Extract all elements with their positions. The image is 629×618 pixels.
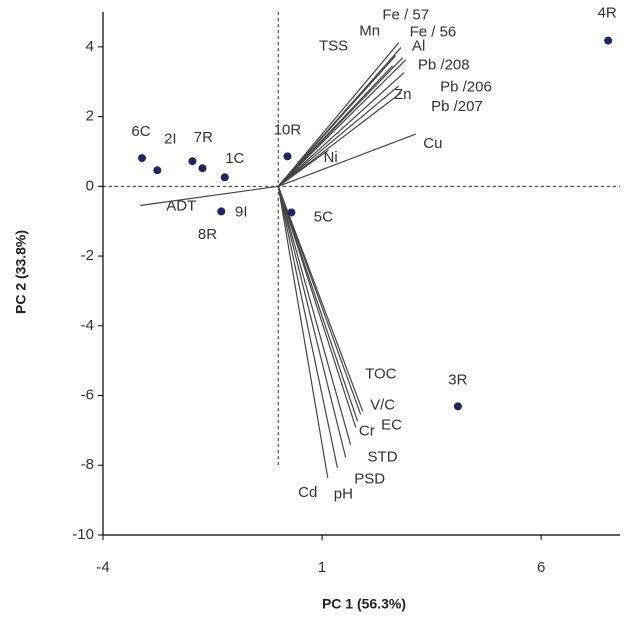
loading-vector	[277, 149, 329, 187]
loading-vector	[277, 186, 352, 445]
x-tick-label: 6	[537, 559, 545, 576]
x-tick-label: -4	[96, 559, 109, 576]
point-label: 6C	[131, 123, 150, 140]
loading-label: Pb /207	[431, 98, 483, 115]
loading-label: V/C	[370, 396, 395, 413]
loading-label: EC	[381, 416, 402, 433]
loading-label: Cd	[298, 484, 317, 501]
loading-label: Cu	[423, 135, 442, 152]
score-point	[198, 164, 207, 173]
score-point	[153, 166, 162, 175]
loading-vector	[277, 186, 362, 415]
score-point	[287, 208, 296, 217]
y-tick-label: -4	[81, 317, 94, 334]
score-point	[217, 207, 226, 216]
loading-label: TSS	[319, 38, 348, 55]
loading-vector	[140, 185, 279, 207]
loading-label: STD	[368, 449, 398, 466]
loading-vector	[277, 59, 407, 187]
score-point	[137, 154, 146, 163]
point-label: 9I	[235, 203, 248, 220]
y-axis-title: PC 2 (33.8%)	[13, 230, 29, 314]
loading-label: Cr	[359, 423, 375, 440]
score-point	[453, 402, 462, 411]
point-label: 8R	[198, 226, 217, 243]
y-tick-label: -6	[81, 387, 94, 404]
score-point	[188, 157, 197, 166]
y-tick-label: -10	[72, 526, 94, 543]
loading-vector	[277, 186, 329, 478]
loading-label: PSD	[354, 471, 385, 488]
loading-vector	[277, 42, 400, 187]
y-tick-label: -8	[81, 456, 94, 473]
loading-vector	[277, 186, 338, 468]
loading-label: TOC	[365, 366, 397, 383]
point-label: 3R	[448, 371, 467, 388]
loading-label: ADT	[166, 197, 196, 214]
point-label: 10R	[274, 121, 302, 138]
loading-label: Mn	[359, 23, 380, 40]
loading-label: pH	[334, 486, 353, 503]
score-point	[220, 173, 229, 182]
point-label: 5C	[314, 208, 333, 225]
loading-label: Al	[412, 38, 425, 55]
loading-label: Ni	[324, 149, 338, 166]
point-label: 4R	[598, 5, 617, 22]
loading-vector	[277, 65, 394, 187]
loading-label: Pb /208	[418, 57, 470, 74]
point-label: 1C	[225, 150, 244, 167]
point-label: 7R	[194, 129, 213, 146]
loading-label: Fe / 56	[410, 24, 457, 41]
loading-vector	[277, 186, 357, 428]
loading-label: Fe / 57	[382, 7, 429, 24]
point-label: 2I	[164, 130, 177, 147]
loading-vector	[278, 133, 417, 187]
loading-vector	[277, 85, 400, 187]
y-tick-label: -2	[81, 247, 94, 264]
loading-vector	[277, 72, 405, 187]
loading-vector	[277, 186, 347, 458]
y-tick-label: 0	[86, 177, 94, 194]
y-tick-label: 2	[86, 108, 94, 125]
y-tick-label: 4	[86, 38, 94, 55]
loading-vector	[277, 55, 397, 187]
loading-vector	[277, 92, 402, 187]
x-tick-label: 1	[318, 559, 326, 576]
score-point	[604, 36, 613, 45]
x-axis-title: PC 1 (56.3%)	[322, 596, 406, 612]
loading-label: Pb /206	[440, 79, 492, 96]
loading-label: Zn	[394, 86, 412, 103]
score-point	[283, 152, 292, 161]
